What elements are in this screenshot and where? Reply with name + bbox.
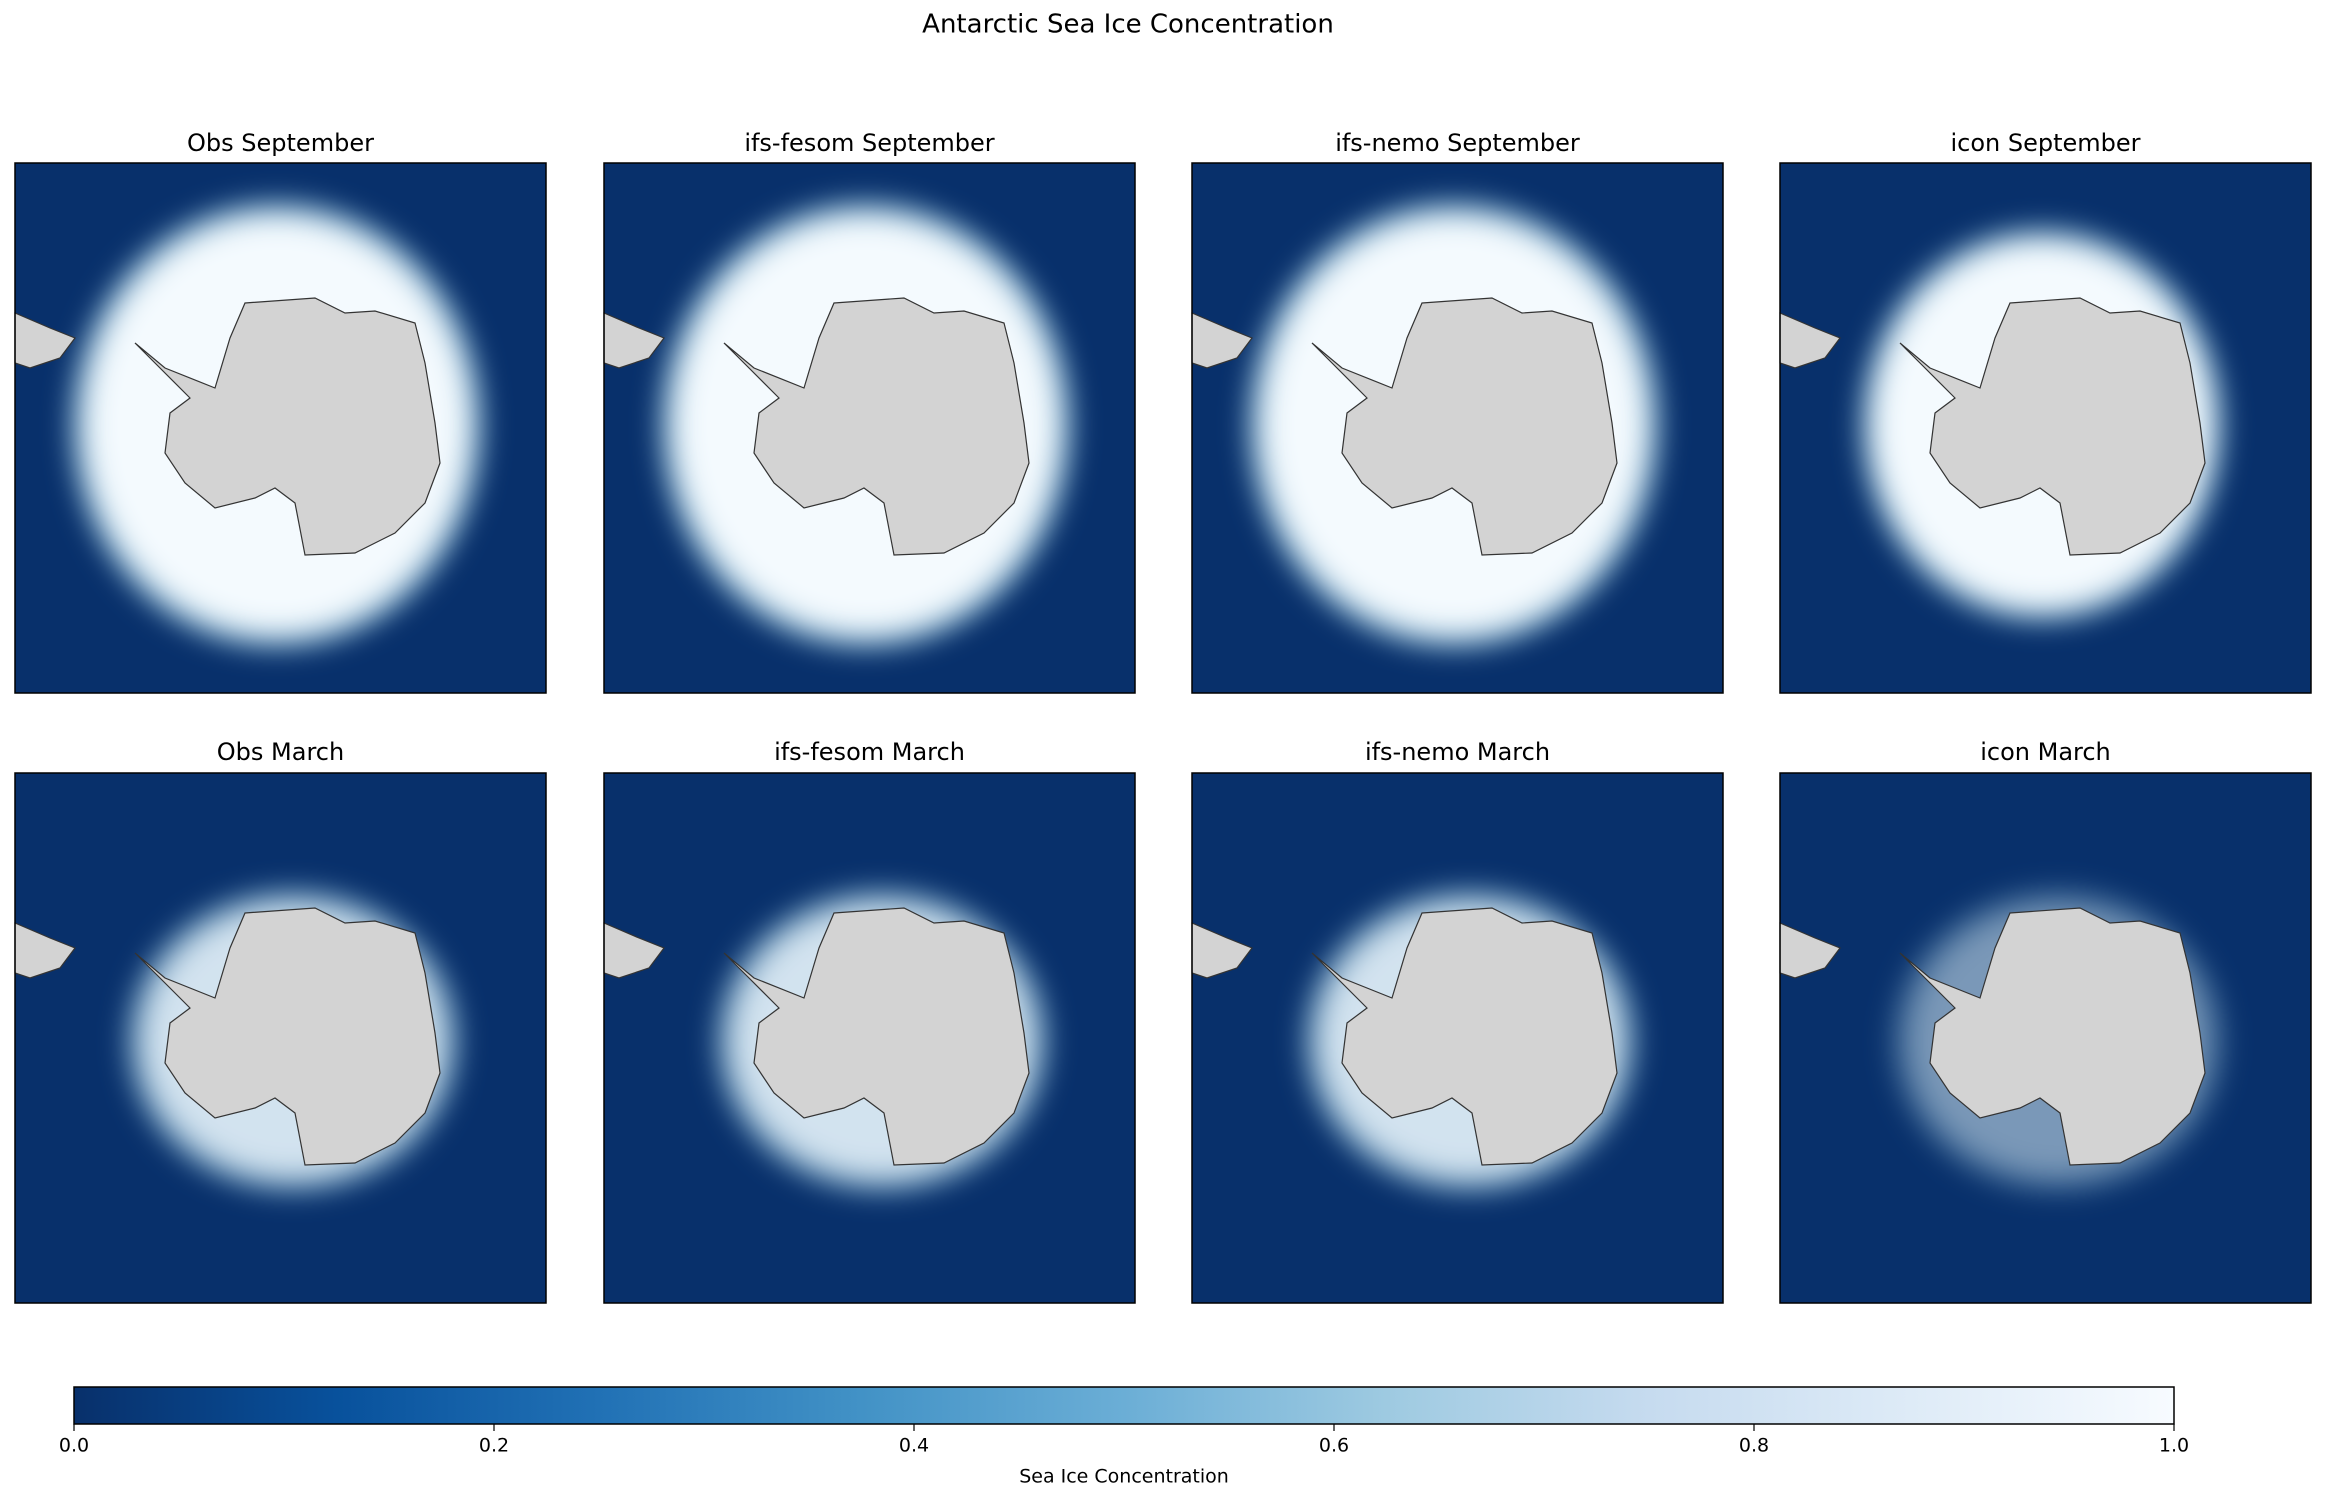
panel-title: Obs March (217, 738, 344, 766)
colorbar-label: Sea Ice Concentration (1019, 1466, 1229, 1488)
map-panel (14, 772, 547, 1304)
map-panel (603, 772, 1136, 1304)
map-panel (603, 162, 1136, 694)
colorbar-tick-label: 1.0 (2159, 1435, 2189, 1457)
colorbar-tick-label: 0.8 (1739, 1435, 1769, 1457)
panel-frame (1779, 162, 2312, 694)
map-panel (1191, 162, 1724, 694)
panel-title: icon September (1950, 129, 2140, 157)
map-panel (1191, 772, 1724, 1304)
panel-title: ifs-nemo March (1365, 738, 1550, 766)
panel-frame (603, 772, 1136, 1304)
panel-frame (1779, 772, 2312, 1304)
panel-frame (14, 772, 547, 1304)
panel-title: ifs-fesom September (744, 129, 994, 157)
map-panel (14, 162, 547, 694)
panel-frame (14, 162, 547, 694)
colorbar-tick-label: 0.0 (59, 1435, 89, 1457)
map-panel (1779, 162, 2312, 694)
colorbar-tick-label: 0.4 (899, 1435, 929, 1457)
colorbar (73, 1386, 2175, 1425)
panel-title: icon March (1980, 738, 2111, 766)
panel-title: Obs September (187, 129, 374, 157)
panel-frame (603, 162, 1136, 694)
colorbar-tick-label: 0.2 (479, 1435, 509, 1457)
panel-title: ifs-fesom March (774, 738, 965, 766)
colorbar-tick-label: 0.6 (1319, 1435, 1349, 1457)
figure-title: Antarctic Sea Ice Concentration (922, 10, 1334, 40)
map-panel (1779, 772, 2312, 1304)
panel-frame (1191, 162, 1724, 694)
panel-title: ifs-nemo September (1335, 129, 1580, 157)
panel-frame (1191, 772, 1724, 1304)
